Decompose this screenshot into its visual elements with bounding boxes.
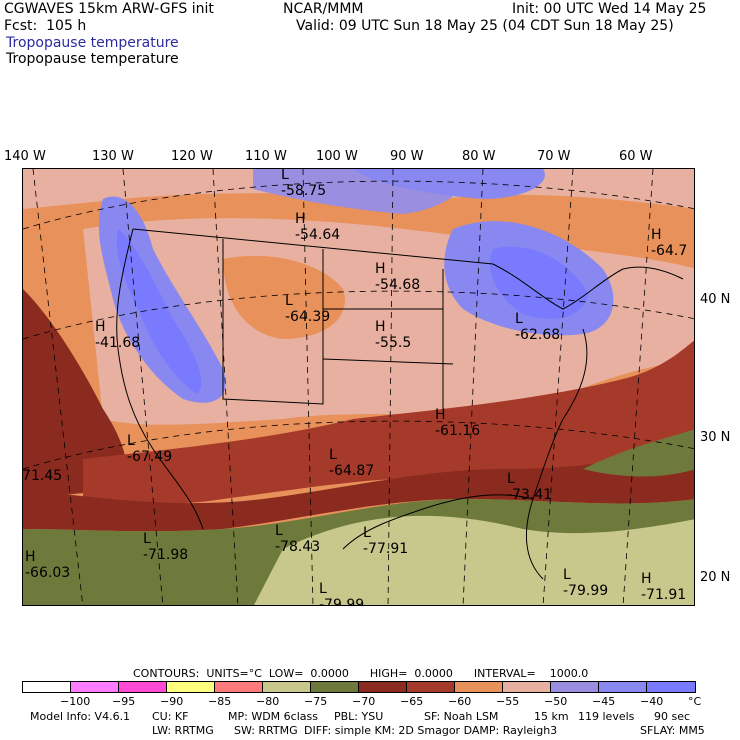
map-label: L -71.98 (143, 531, 189, 563)
colorbar-swatch (359, 682, 407, 692)
colorbar-swatch (23, 682, 71, 692)
lat-label: 30 N (700, 430, 731, 445)
colorbar-label: −60 (448, 695, 472, 708)
colorbar (22, 681, 696, 693)
map-label: H -41.68 (95, 319, 141, 351)
levels-info: 119 levels (578, 710, 635, 723)
lon-label: 100 W (316, 149, 358, 164)
colorbar-label: −90 (160, 695, 184, 708)
colorbar-label: −40 (640, 695, 664, 708)
map-label: H -66.03 (25, 549, 71, 581)
field-title-shaded: Tropopause temperature (6, 35, 179, 51)
diff-info: DIFF: simple KM: 2D Smagor DAMP: Rayleig… (304, 724, 558, 737)
lon-label: 70 W (537, 149, 571, 164)
map-label: H -54.64 (295, 211, 341, 243)
lat-label: 40 N (700, 292, 731, 307)
lon-label: 130 W (92, 149, 134, 164)
map-label: H -55.5 (375, 319, 412, 351)
sw-info: SW: RRTMG (234, 724, 298, 737)
map-label: L -62.68 (515, 311, 561, 343)
valid-time: Valid: 09 UTC Sun 18 May 25 (04 CDT Sun … (296, 18, 674, 34)
sflay-info: SFLAY: MM5 (640, 724, 705, 737)
lon-label: 80 W (462, 149, 496, 164)
map-label: -71.45 (22, 468, 63, 484)
colorbar-label: −50 (544, 695, 568, 708)
colorbar-label: −65 (400, 695, 424, 708)
map-label: L -79.99 (319, 581, 365, 606)
map-label: L -77.91 (363, 525, 409, 557)
colorbar-label: −100 (60, 695, 91, 708)
colorbar-swatch (551, 682, 599, 692)
lon-label: 110 W (245, 149, 287, 164)
colorbar-swatch (71, 682, 119, 692)
contours-info: CONTOURS: UNITS=°C LOW= 0.0000 HIGH= 0.0… (133, 667, 589, 680)
map-label: L -64.87 (329, 447, 375, 479)
field-title: Tropopause temperature (6, 51, 179, 67)
colorbar-swatch (599, 682, 647, 692)
colorbar-unit: °C (688, 695, 702, 708)
forecast-hour: Fcst: 105 h (4, 18, 87, 34)
map-label: H -64.7 (651, 227, 688, 259)
map-label: L -78.43 (275, 523, 321, 555)
map-panel: L -58.75 H -54.64 H -54.68 L -64.39 H -55.5 L… (22, 168, 695, 606)
map-label: H -54.68 (375, 261, 421, 293)
lw-info: LW: RRTMG (152, 724, 214, 737)
pbl-info: PBL: YSU (334, 710, 384, 723)
map-label: H -71.91 (641, 571, 687, 603)
timestep-info: 90 sec (654, 710, 691, 723)
colorbar-swatch (167, 682, 215, 692)
colorbar-swatch (455, 682, 503, 692)
sf-info: SF: Noah LSM (424, 710, 499, 723)
mp-info: MP: WDM 6class (228, 710, 318, 723)
colorbar-swatch (503, 682, 551, 692)
lat-label: 20 N (700, 570, 731, 585)
cu-info: CU: KF (152, 710, 189, 723)
map-label: L -79.99 (563, 567, 609, 599)
colorbar-label: −95 (112, 695, 136, 708)
lon-label: 120 W (171, 149, 213, 164)
colorbar-label: −75 (304, 695, 328, 708)
colorbar-label: −80 (256, 695, 280, 708)
model-title: CGWAVES 15km ARW-GFS init (4, 1, 214, 17)
lon-label: 140 W (4, 149, 46, 164)
resolution-info: 15 km (534, 710, 569, 723)
colorbar-label: −70 (352, 695, 376, 708)
colorbar-swatch (119, 682, 167, 692)
map-label: L -58.75 (281, 168, 327, 199)
map-label: H -61.16 (435, 407, 481, 439)
colorbar-label: −85 (208, 695, 232, 708)
map-label: L -73.41 (507, 471, 553, 503)
organization: NCAR/MMM (283, 1, 364, 17)
lon-label: 60 W (619, 149, 653, 164)
model-info: Model Info: V4.6.1 (30, 710, 131, 723)
colorbar-swatch (215, 682, 263, 692)
colorbar-swatch (407, 682, 455, 692)
colorbar-swatch (263, 682, 311, 692)
colorbar-swatch (647, 682, 695, 692)
map-label: L -64.39 (285, 293, 331, 325)
map-label: L -67.49 (127, 433, 173, 465)
shaded-field-map (23, 169, 694, 605)
lon-label: 90 W (390, 149, 424, 164)
colorbar-label: −45 (592, 695, 616, 708)
init-time: Init: 00 UTC Wed 14 May 25 (512, 1, 707, 17)
colorbar-label: −55 (496, 695, 520, 708)
colorbar-swatch (311, 682, 359, 692)
